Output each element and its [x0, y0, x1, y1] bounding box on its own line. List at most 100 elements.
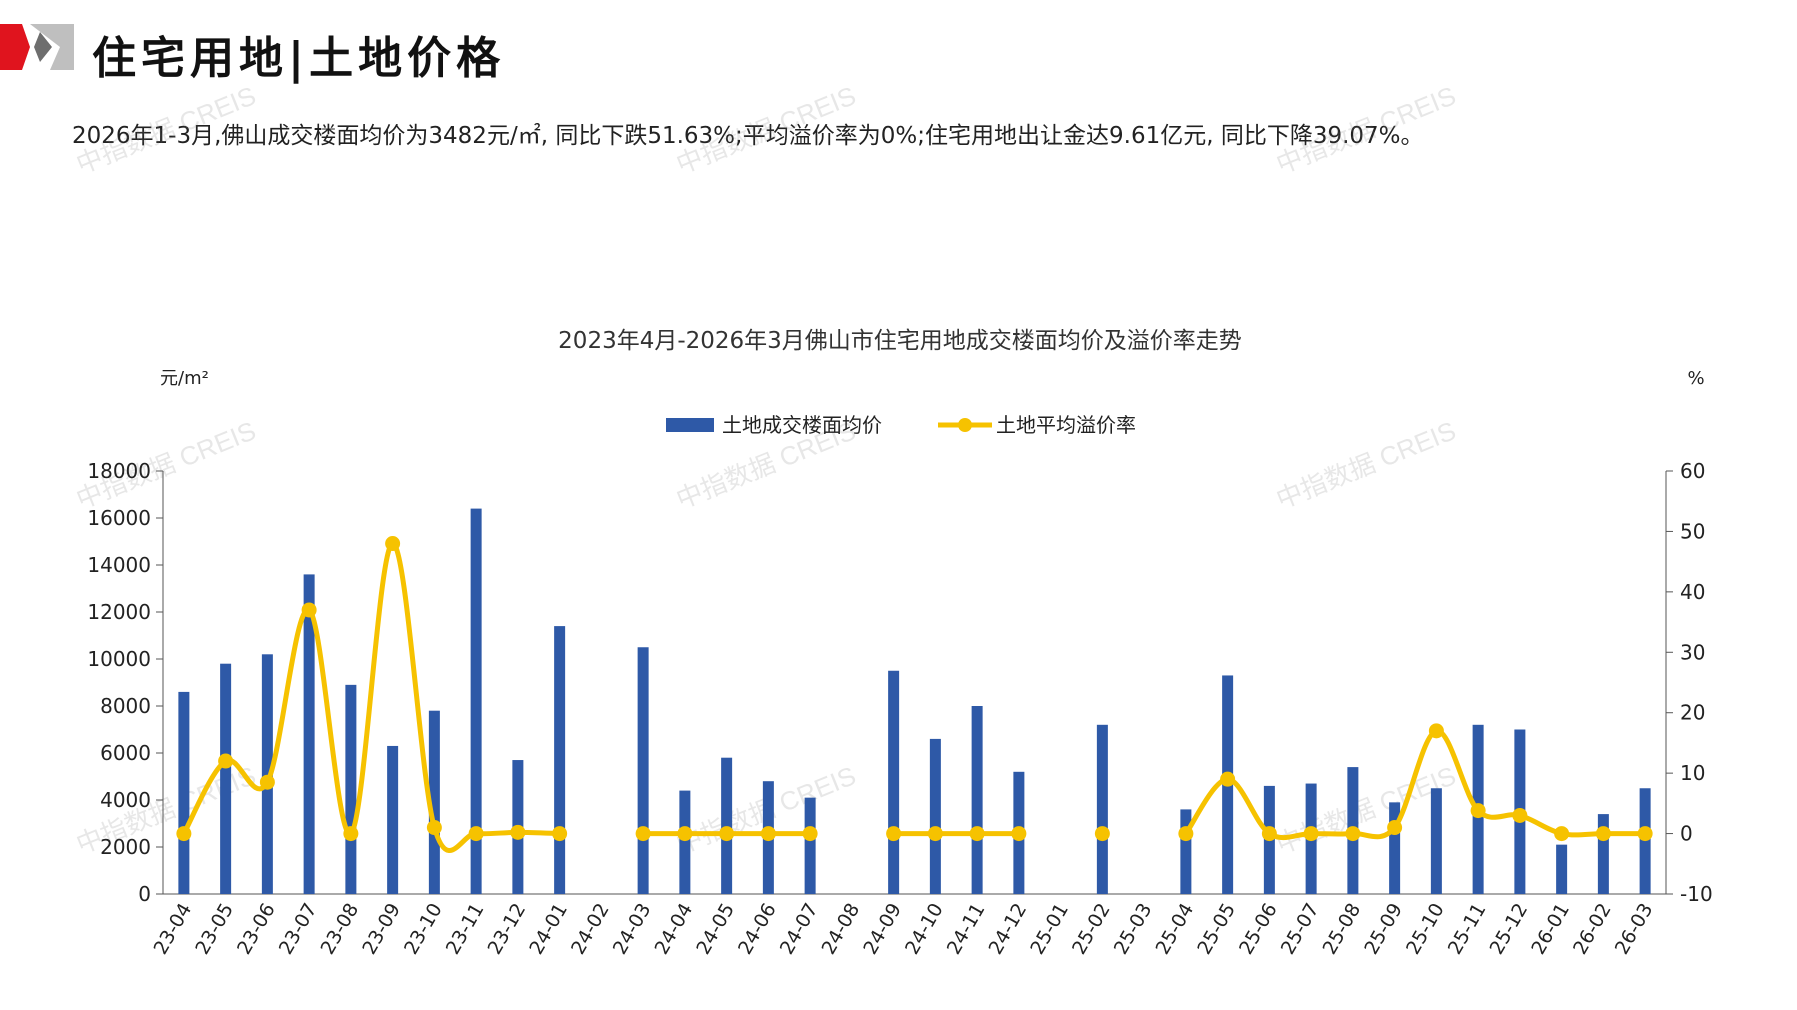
x-tick-label: 24-02 — [567, 900, 614, 959]
x-tick-label: 24-09 — [859, 900, 906, 959]
x-tick-label: 23-06 — [233, 900, 280, 959]
line-point — [635, 826, 651, 842]
x-tick-label: 23-07 — [275, 900, 322, 959]
y2-axis-unit-label: % — [1687, 368, 1704, 389]
x-tick-label: 25-12 — [1486, 900, 1533, 959]
y2-tick-label: 10 — [1680, 761, 1705, 785]
line-point — [1094, 826, 1110, 842]
x-tick-label: 23-09 — [358, 900, 405, 959]
bar — [1180, 809, 1192, 894]
x-tick-label: 25-06 — [1235, 900, 1282, 959]
x-tick-label: 24-03 — [609, 900, 656, 959]
x-tick-label: 25-03 — [1110, 900, 1157, 959]
y-tick-label: 12000 — [87, 600, 151, 624]
line-point — [218, 753, 234, 769]
bar — [1096, 724, 1108, 894]
bar — [637, 647, 649, 894]
summary-text: 2026年1-3月,佛山成交楼面均价为3482元/㎡, 同比下跌51.63%;平… — [72, 123, 1424, 149]
y-tick-label: 14000 — [87, 553, 151, 577]
series-line — [181, 541, 560, 853]
bar — [1389, 802, 1401, 894]
x-tick-label: 24-10 — [901, 900, 948, 959]
bar — [387, 745, 399, 894]
x-tick-label: 24-07 — [776, 900, 823, 959]
bar — [554, 626, 566, 894]
line-point — [552, 826, 568, 842]
y2-tick-label: 60 — [1680, 459, 1705, 483]
line-point — [1554, 826, 1570, 842]
line-point — [1345, 826, 1361, 842]
bar — [1430, 788, 1442, 894]
x-tick-label: 25-10 — [1402, 900, 1449, 959]
x-tick-label: 24-01 — [525, 900, 572, 959]
bar — [178, 691, 190, 894]
x-tick-label: 24-04 — [651, 900, 698, 959]
x-tick-label: 25-04 — [1152, 900, 1199, 959]
legend-line-marker — [958, 418, 972, 432]
bar — [261, 654, 273, 894]
line-point — [1011, 826, 1027, 842]
legend-bar-swatch — [666, 418, 714, 432]
line-point — [343, 826, 359, 842]
x-tick-label: 24-05 — [692, 900, 739, 959]
x-tick-label: 26-01 — [1527, 900, 1574, 959]
line-point — [1220, 771, 1236, 787]
bar — [220, 663, 232, 894]
x-tick-label: 26-03 — [1611, 900, 1658, 959]
page-title: 住宅用地|土地价格 — [92, 33, 506, 84]
bar — [470, 508, 482, 894]
x-tick-label: 24-06 — [734, 900, 781, 959]
bar — [1556, 844, 1568, 894]
line-point — [969, 826, 985, 842]
line-point — [176, 826, 192, 842]
line-point — [719, 826, 735, 842]
y2-tick-label: -10 — [1680, 882, 1713, 906]
x-tick-labels: 23-0423-0523-0623-0723-0823-0923-1023-11… — [150, 900, 1658, 959]
line-point — [677, 826, 693, 842]
bar — [428, 710, 440, 894]
x-tick-label: 23-12 — [484, 900, 531, 959]
bar — [929, 738, 941, 894]
y-tick-label: 8000 — [100, 694, 151, 718]
y2-tick-label: 20 — [1680, 701, 1705, 725]
line-point — [1178, 826, 1194, 842]
y-tick-label: 0 — [138, 882, 151, 906]
x-tick-label: 23-08 — [317, 900, 364, 959]
series-line — [1183, 728, 1646, 841]
line-point — [301, 602, 317, 618]
line-point — [259, 774, 275, 790]
x-tick-label: 23-05 — [191, 900, 238, 959]
y-axis-unit-label: 元/m² — [160, 368, 209, 389]
y2-tick-label: 40 — [1680, 580, 1705, 604]
y-tick-label: 6000 — [100, 741, 151, 765]
bar — [721, 757, 733, 894]
x-tick-label: 25-07 — [1277, 900, 1324, 959]
x-tick-label: 23-04 — [150, 900, 197, 959]
bar — [303, 574, 315, 894]
x-tick-label: 25-01 — [1026, 900, 1073, 959]
x-tick-label: 23-10 — [400, 900, 447, 959]
x-tick-label: 24-11 — [943, 900, 990, 959]
bar — [804, 797, 816, 894]
line-point — [802, 826, 818, 842]
x-tick-label: 25-02 — [1068, 900, 1115, 959]
line-point — [760, 826, 776, 842]
y-tick-label: 2000 — [100, 835, 151, 859]
bar — [1639, 788, 1651, 894]
y-tick-label: 10000 — [87, 647, 151, 671]
line-point — [1512, 807, 1528, 823]
bar — [345, 684, 357, 894]
line-point — [1470, 803, 1486, 819]
line-point — [1303, 826, 1319, 842]
brand-logo — [0, 24, 74, 70]
line-point — [886, 826, 902, 842]
line-point — [1387, 820, 1403, 836]
line-point — [1428, 723, 1444, 739]
legend: 土地成交楼面均价 土地平均溢价率 — [666, 413, 1136, 437]
line-point — [468, 826, 484, 842]
bar — [679, 790, 691, 894]
y2-tick-label: 0 — [1680, 822, 1693, 846]
x-tick-label: 23-11 — [442, 900, 489, 959]
x-tick-label: 26-02 — [1569, 900, 1616, 959]
y2-tick-label: 50 — [1680, 519, 1705, 543]
